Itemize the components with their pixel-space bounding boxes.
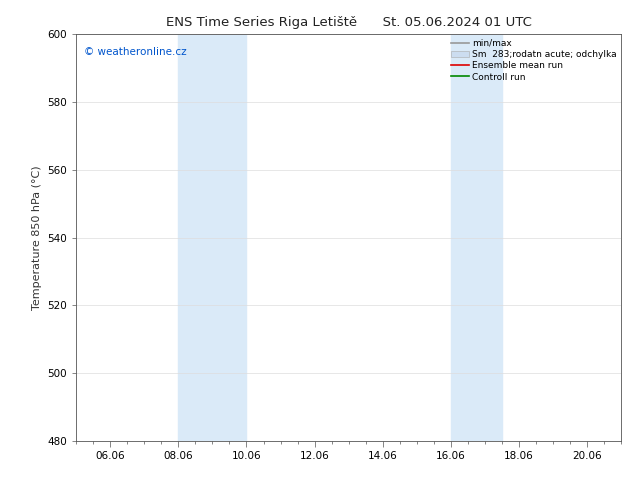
Title: ENS Time Series Riga Letiště      St. 05.06.2024 01 UTC: ENS Time Series Riga Letiště St. 05.06.2…	[165, 16, 532, 29]
Y-axis label: Temperature 850 hPa (°C): Temperature 850 hPa (°C)	[32, 165, 42, 310]
Bar	[178, 34, 247, 441]
Legend: min/max, Sm  283;rodatn acute; odchylka, Ensemble mean run, Controll run: min/max, Sm 283;rodatn acute; odchylka, …	[449, 37, 619, 83]
Bar	[451, 34, 502, 441]
Text: © weatheronline.cz: © weatheronline.cz	[84, 47, 187, 56]
